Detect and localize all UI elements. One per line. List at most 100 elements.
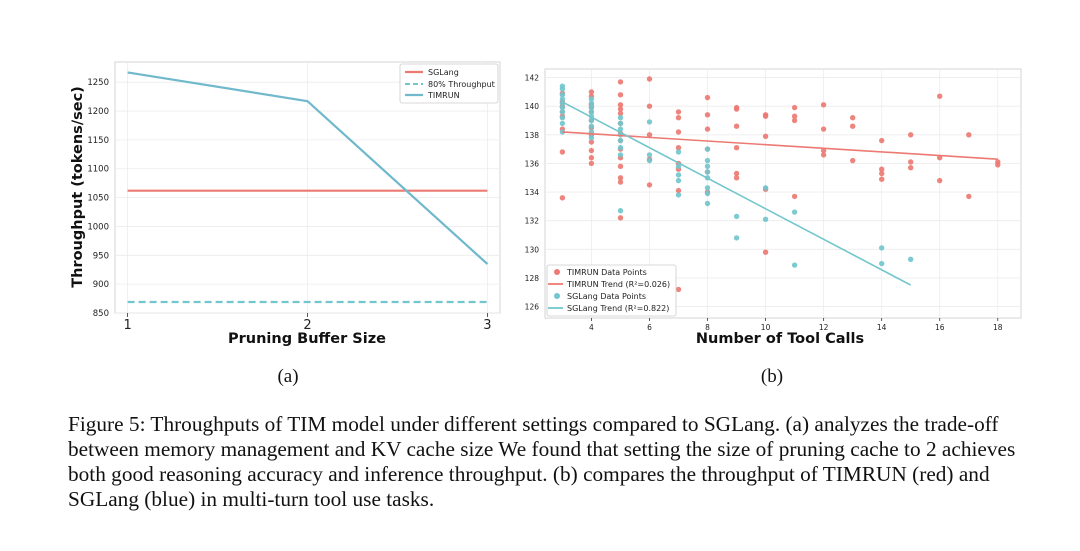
sglang-data-point	[588, 104, 595, 111]
sglang-data-point	[704, 157, 711, 164]
timrun-data-point	[879, 176, 885, 182]
panel-b-legend-box	[546, 264, 677, 317]
sglang-data-point	[588, 117, 595, 124]
timrun-data-point	[937, 93, 943, 99]
timrun-data-point	[675, 109, 682, 115]
sglang-data-point	[733, 213, 740, 220]
sglang-data-point	[704, 146, 711, 152]
timrun-data-point	[791, 117, 798, 124]
panel-b-y-tick-label: 128	[525, 274, 540, 283]
timrun-data-point	[675, 115, 682, 121]
sglang-data-point	[762, 185, 769, 191]
panel-b-x-tick-label: 18	[993, 323, 1003, 332]
sglang-data-point	[675, 149, 682, 155]
timrun-data-point	[908, 159, 914, 165]
sglang-data-point	[617, 120, 624, 127]
panel-a-x-ticks: 1 2 3	[123, 313, 492, 333]
legend-marker-sglang-points	[554, 293, 560, 299]
panel-a-y-ticks: 850 900 950 1000 1050 1100 1150 1200 1250	[87, 78, 109, 319]
sglang-data-point	[675, 177, 682, 184]
timrun-data-point	[820, 152, 827, 158]
sglang-data-point	[588, 109, 595, 115]
panel-a-x-tick-label: 3	[483, 318, 491, 333]
timrun-data-point	[733, 170, 740, 177]
timrun-data-point	[762, 113, 769, 119]
panel-a-line-chart: 850 900 950 1000 1050 1100 1150 1200 1250 1 2 3 Pr…	[70, 61, 501, 387]
panel-b-x-axis-label: Number of Tool Calls	[696, 331, 864, 347]
timrun-data-point	[617, 110, 624, 117]
panel-a-x-axis-label: Pruning Buffer Size	[228, 331, 386, 347]
sglang-data-point	[879, 260, 885, 267]
sglang-data-point	[646, 152, 653, 158]
sglang-data-point	[588, 100, 595, 107]
timrun-data-point	[617, 79, 624, 85]
timrun-data-point	[588, 155, 595, 161]
panel-b-y-tick-label: 126	[525, 303, 540, 312]
timrun-data-point	[850, 123, 856, 129]
timrun-data-point	[646, 76, 653, 82]
timrun-data-point	[908, 132, 914, 138]
timrun-data-point	[675, 129, 682, 135]
panel-a-y-tick-label: 1200	[87, 107, 109, 117]
legend-label-80-throughput: 80% Throughput	[428, 80, 495, 89]
timrun-data-point	[559, 195, 566, 201]
panel-a-y-tick-label: 950	[93, 251, 109, 261]
timrun-data-point	[646, 182, 653, 188]
timrun-data-point	[791, 193, 798, 200]
panel-b-x-tick-label: 6	[647, 323, 652, 332]
panel-b-subfig-label: (b)	[761, 366, 783, 387]
sglang-data-point	[762, 216, 769, 222]
timrun-data-point	[617, 215, 624, 221]
timrun-data-point	[908, 165, 914, 171]
timrun-data-point	[588, 147, 595, 154]
timrun-data-point	[617, 92, 624, 98]
panel-a-y-tick-label: 1100	[87, 165, 109, 175]
panel-b-y-tick-label: 134	[525, 188, 540, 197]
sglang-data-point	[559, 96, 566, 102]
sglang-data-point	[675, 163, 682, 169]
sglang-data-point	[617, 208, 624, 214]
sglang-data-point	[588, 123, 595, 129]
sglang-data-point	[559, 104, 566, 111]
panel-b-y-ticks: 126 128 130 132 134 136 138 140 142	[525, 74, 540, 312]
legend-label-timrun-points: TIMRUN Data Points	[566, 268, 647, 277]
timrun-data-point	[675, 187, 682, 194]
timrun-data-point	[704, 94, 711, 101]
sglang-data-point	[791, 209, 798, 215]
panel-a-y-tick-label: 900	[93, 280, 109, 290]
panel-a-series	[127, 71, 489, 304]
timrun-data-point	[820, 147, 827, 154]
timrun-data-point	[588, 139, 595, 145]
timrun-data-point	[733, 175, 740, 181]
timrun-data-point	[791, 113, 798, 119]
panel-b-x-tick-label: 12	[819, 323, 829, 332]
timrun-data-point	[617, 106, 624, 112]
sglang-data-point	[588, 96, 595, 102]
timrun-data-point	[617, 179, 624, 185]
timrun-data-point	[617, 102, 624, 108]
panel-a-x-tick-label: 2	[303, 318, 311, 333]
timrun-data-point	[762, 133, 769, 139]
legend-label-sglang: SGLang	[428, 68, 459, 77]
sglang-data-point	[617, 115, 624, 121]
panel-b-y-tick-label: 132	[525, 217, 540, 226]
sglang-data-point	[791, 262, 798, 268]
timrun-data-point	[675, 145, 682, 151]
sglang-data-point	[704, 163, 711, 169]
sglang-data-point	[559, 115, 566, 121]
panel-b-y-tick-label: 140	[525, 102, 540, 111]
panel-b-legend: TIMRUN Data Points TIMRUN Trend (R²=0.02…	[546, 264, 677, 317]
sglang-data-point	[704, 185, 711, 191]
sglang-data-point	[617, 145, 624, 151]
timrun-data-point	[704, 126, 711, 132]
timrun-data-point	[646, 132, 653, 138]
sglang-data-point	[646, 119, 653, 125]
legend-label-timrun: TIMRUN	[427, 91, 460, 100]
panel-b-x-tick-label: 4	[589, 323, 594, 332]
panel-a-legend-box	[399, 63, 499, 104]
timrun-data-point	[937, 177, 943, 184]
panel-b-y-tick-label: 130	[525, 245, 540, 254]
legend-marker-timrun-points	[554, 269, 560, 275]
panel-a-series-line-timrun	[127, 71, 489, 265]
